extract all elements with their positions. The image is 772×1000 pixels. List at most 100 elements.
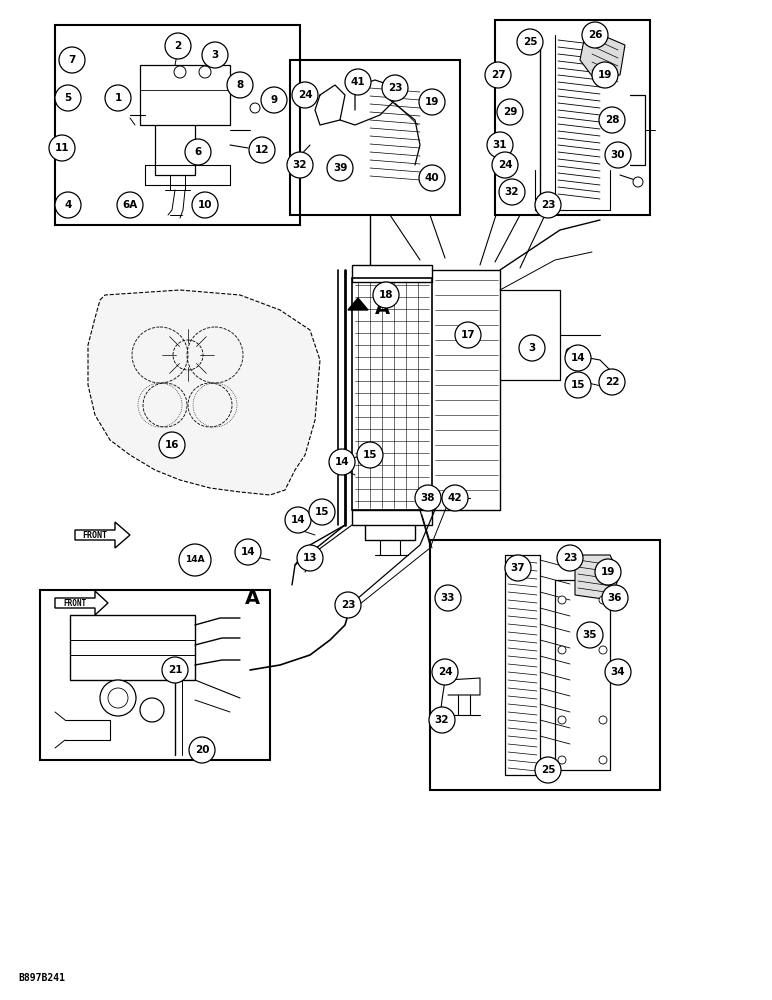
Text: 31: 31 bbox=[493, 140, 507, 150]
Bar bbox=[352, 278, 432, 510]
Circle shape bbox=[497, 99, 523, 125]
Text: 28: 28 bbox=[604, 115, 619, 125]
Text: 40: 40 bbox=[425, 173, 439, 183]
Text: 15: 15 bbox=[363, 450, 378, 460]
Text: 18: 18 bbox=[379, 290, 393, 300]
Circle shape bbox=[565, 372, 591, 398]
Text: 23: 23 bbox=[388, 83, 402, 93]
Bar bbox=[352, 510, 432, 525]
Circle shape bbox=[345, 69, 371, 95]
Text: FRONT: FRONT bbox=[83, 530, 107, 540]
Text: 22: 22 bbox=[604, 377, 619, 387]
Text: 36: 36 bbox=[608, 593, 622, 603]
Circle shape bbox=[599, 596, 607, 604]
Circle shape bbox=[492, 152, 518, 178]
Text: 14A: 14A bbox=[185, 556, 205, 564]
Circle shape bbox=[55, 85, 81, 111]
Text: FRONT: FRONT bbox=[63, 598, 86, 607]
Text: 17: 17 bbox=[461, 330, 476, 340]
Text: 10: 10 bbox=[198, 200, 212, 210]
Circle shape bbox=[59, 47, 85, 73]
Circle shape bbox=[558, 716, 566, 724]
Circle shape bbox=[357, 442, 383, 468]
Circle shape bbox=[595, 559, 621, 585]
Circle shape bbox=[605, 142, 631, 168]
Circle shape bbox=[599, 369, 625, 395]
Text: 23: 23 bbox=[340, 600, 355, 610]
Circle shape bbox=[577, 622, 603, 648]
Circle shape bbox=[292, 82, 318, 108]
Circle shape bbox=[633, 177, 643, 187]
Bar bbox=[55, 25, 300, 225]
Text: 1: 1 bbox=[114, 93, 122, 103]
Circle shape bbox=[189, 737, 215, 763]
Circle shape bbox=[517, 29, 543, 55]
Text: 25: 25 bbox=[540, 765, 555, 775]
Text: 32: 32 bbox=[505, 187, 520, 197]
Circle shape bbox=[285, 507, 311, 533]
Circle shape bbox=[592, 62, 618, 88]
Text: 19: 19 bbox=[601, 567, 615, 577]
Text: 42: 42 bbox=[448, 493, 462, 503]
Circle shape bbox=[55, 192, 81, 218]
Circle shape bbox=[455, 322, 481, 348]
Circle shape bbox=[185, 139, 211, 165]
Text: 24: 24 bbox=[498, 160, 513, 170]
Circle shape bbox=[105, 85, 131, 111]
Circle shape bbox=[179, 544, 211, 576]
Circle shape bbox=[415, 485, 441, 511]
Circle shape bbox=[140, 698, 164, 722]
Text: 20: 20 bbox=[195, 745, 209, 755]
Circle shape bbox=[49, 135, 75, 161]
Text: 33: 33 bbox=[441, 593, 455, 603]
Circle shape bbox=[535, 757, 561, 783]
Text: 23: 23 bbox=[563, 553, 577, 563]
Text: 3: 3 bbox=[212, 50, 218, 60]
Bar bbox=[495, 20, 650, 215]
Circle shape bbox=[382, 75, 408, 101]
Text: 4: 4 bbox=[64, 200, 72, 210]
Circle shape bbox=[100, 680, 136, 716]
Circle shape bbox=[602, 585, 628, 611]
Circle shape bbox=[192, 192, 218, 218]
Circle shape bbox=[505, 555, 531, 581]
Circle shape bbox=[202, 42, 228, 68]
Text: 6A: 6A bbox=[123, 200, 137, 210]
Text: 2: 2 bbox=[174, 41, 181, 51]
Circle shape bbox=[235, 539, 261, 565]
Text: 6: 6 bbox=[195, 147, 201, 157]
Text: 19: 19 bbox=[598, 70, 612, 80]
Circle shape bbox=[558, 646, 566, 654]
Text: 14: 14 bbox=[571, 353, 585, 363]
Polygon shape bbox=[88, 290, 320, 495]
Circle shape bbox=[599, 107, 625, 133]
Circle shape bbox=[174, 66, 186, 78]
Circle shape bbox=[485, 62, 511, 88]
Text: B897B241: B897B241 bbox=[18, 973, 65, 983]
Text: 35: 35 bbox=[583, 630, 598, 640]
Circle shape bbox=[117, 192, 143, 218]
Bar bbox=[40, 590, 270, 760]
Circle shape bbox=[159, 432, 185, 458]
Text: 27: 27 bbox=[491, 70, 506, 80]
Circle shape bbox=[108, 688, 128, 708]
Text: 24: 24 bbox=[298, 90, 313, 100]
Circle shape bbox=[566, 376, 574, 384]
Text: A: A bbox=[375, 298, 390, 318]
Circle shape bbox=[605, 659, 631, 685]
Circle shape bbox=[235, 87, 245, 97]
Circle shape bbox=[487, 132, 513, 158]
Circle shape bbox=[419, 165, 445, 191]
Circle shape bbox=[442, 485, 468, 511]
Text: 30: 30 bbox=[611, 150, 625, 160]
Circle shape bbox=[373, 282, 399, 308]
Text: 14: 14 bbox=[291, 515, 305, 525]
Text: 16: 16 bbox=[164, 440, 179, 450]
Bar bbox=[352, 265, 432, 282]
Text: 25: 25 bbox=[523, 37, 537, 47]
Circle shape bbox=[240, 554, 248, 562]
Circle shape bbox=[327, 155, 353, 181]
Bar bbox=[290, 60, 460, 215]
Polygon shape bbox=[575, 555, 620, 600]
Bar bbox=[140, 65, 230, 125]
